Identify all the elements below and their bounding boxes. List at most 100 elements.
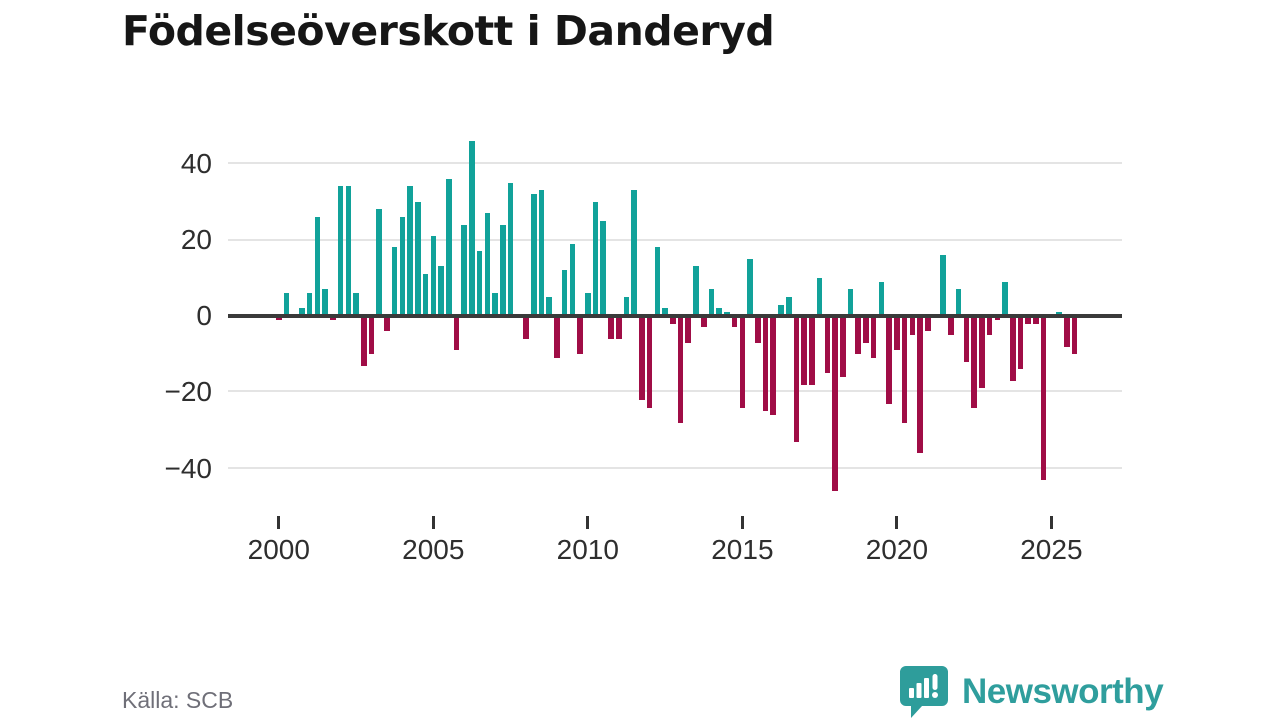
bar-2008Q2 (530, 194, 537, 316)
x-tick-label-2010: 2010 (556, 534, 619, 565)
gridline-neg20 (228, 390, 1122, 392)
newsworthy-wordmark: Newsworthy (962, 672, 1164, 711)
x-tick-label-2005: 2005 (402, 534, 465, 565)
bar-2010Q4 (608, 316, 614, 339)
bar-2013Q1 (677, 316, 684, 423)
bar-2005Q4 (453, 316, 460, 351)
bar-2022Q4 (979, 316, 985, 389)
bar-2014Q4 (731, 316, 738, 328)
bar-2023Q3 (1002, 281, 1008, 316)
x-tick-mark-2000 (277, 516, 281, 529)
bar-2025Q4 (1071, 316, 1078, 355)
bar-2004Q4 (422, 274, 429, 316)
bar-2009Q1 (554, 316, 560, 358)
bar-2003Q4 (391, 247, 398, 316)
bar-2013Q4 (700, 316, 707, 328)
bar-2003Q3 (384, 316, 390, 332)
x-tick-mark-2015 (740, 516, 744, 529)
y-tick-label-20: 20 (180, 223, 212, 255)
bar-2011Q3 (631, 190, 637, 316)
bar-2014Q2 (716, 308, 722, 316)
bar-2014Q1 (708, 289, 715, 316)
bar-2021Q4 (948, 316, 954, 336)
source-note: Källa: SCB (122, 687, 234, 713)
bar-2005Q1 (430, 235, 437, 316)
bar-2003Q2 (376, 209, 383, 316)
x-tick-label-2025: 2025 (1020, 534, 1083, 565)
bar-2001Q3 (322, 289, 328, 316)
bar-2006Q4 (484, 213, 491, 316)
bar-2012Q1 (646, 316, 653, 408)
bar-2019Q3 (878, 281, 885, 316)
bar-2004Q1 (399, 216, 406, 316)
bar-2016Q1 (770, 316, 777, 416)
bar-2009Q3 (569, 243, 576, 316)
bar-2016Q4 (793, 316, 800, 442)
bar-2018Q3 (847, 289, 854, 316)
bar-2024Q2 (1025, 316, 1031, 324)
bar-2013Q3 (693, 266, 699, 316)
bar-2023Q1 (986, 316, 993, 336)
gridline-20 (228, 239, 1122, 241)
bar-2015Q4 (762, 316, 769, 412)
y-tick-label-0: 0 (196, 300, 212, 331)
x-tick-label-2000: 2000 (247, 534, 310, 565)
bar-2011Q1 (615, 316, 622, 339)
bar-2007Q2 (500, 224, 506, 316)
chart-title: Födelseöverskott i Danderyd (122, 7, 775, 55)
bar-2017Q4 (824, 316, 831, 374)
y-tick-label--20: −20 (164, 376, 213, 408)
bar-2012Q4 (670, 316, 676, 324)
bar-2000Q2 (283, 293, 290, 316)
bar-2020Q3 (909, 316, 916, 336)
bar-2022Q1 (955, 289, 962, 316)
bar-2021Q3 (940, 255, 947, 316)
x-tick-label-2020: 2020 (865, 534, 929, 565)
bar-2018Q2 (840, 316, 846, 377)
bar-2008Q4 (546, 296, 552, 316)
bar-2017Q3 (816, 277, 823, 316)
gridline-neg40 (228, 467, 1122, 469)
bar-2004Q3 (415, 201, 421, 316)
newsworthy-logo: Newsworthy (898, 664, 1164, 720)
bar-2018Q1 (832, 316, 838, 492)
bar-2020Q1 (894, 316, 900, 351)
bar-2010Q3 (600, 220, 607, 316)
bar-2003Q1 (368, 316, 375, 355)
bar-2013Q2 (685, 316, 692, 343)
bar-2019Q4 (886, 316, 892, 404)
bar-2008Q1 (523, 316, 529, 339)
bar-2002Q4 (360, 316, 367, 366)
bar-2012Q3 (662, 308, 668, 316)
bar-2006Q1 (461, 224, 467, 316)
bar-2016Q2 (778, 304, 784, 316)
bar-2008Q3 (538, 190, 545, 316)
bar-2002Q2 (345, 186, 352, 316)
bar-2001Q1 (306, 293, 313, 316)
bar-2015Q3 (755, 316, 761, 343)
bar-2020Q4 (917, 316, 923, 454)
bar-2015Q2 (747, 258, 753, 316)
bar-2015Q1 (739, 316, 746, 408)
bar-2012Q2 (654, 247, 661, 316)
bar-2010Q2 (592, 201, 599, 316)
gridline-40 (228, 162, 1122, 164)
bar-2006Q2 (469, 140, 475, 316)
bar-2023Q4 (1009, 316, 1016, 381)
bar-2005Q3 (445, 178, 452, 316)
bar-2025Q3 (1064, 316, 1070, 347)
bar-2018Q4 (855, 316, 862, 355)
x-tick-mark-2020 (895, 516, 899, 529)
bar-2022Q2 (963, 316, 970, 362)
bar-2022Q3 (971, 316, 977, 408)
x-tick-mark-2010 (586, 516, 590, 529)
bar-2002Q1 (337, 186, 344, 316)
bar-2020Q2 (901, 316, 908, 423)
bar-2024Q3 (1033, 316, 1039, 324)
bar-2017Q1 (801, 316, 807, 385)
x-tick-label-2015: 2015 (711, 534, 774, 565)
bar-2011Q4 (639, 316, 645, 400)
bar-2005Q2 (438, 266, 444, 316)
